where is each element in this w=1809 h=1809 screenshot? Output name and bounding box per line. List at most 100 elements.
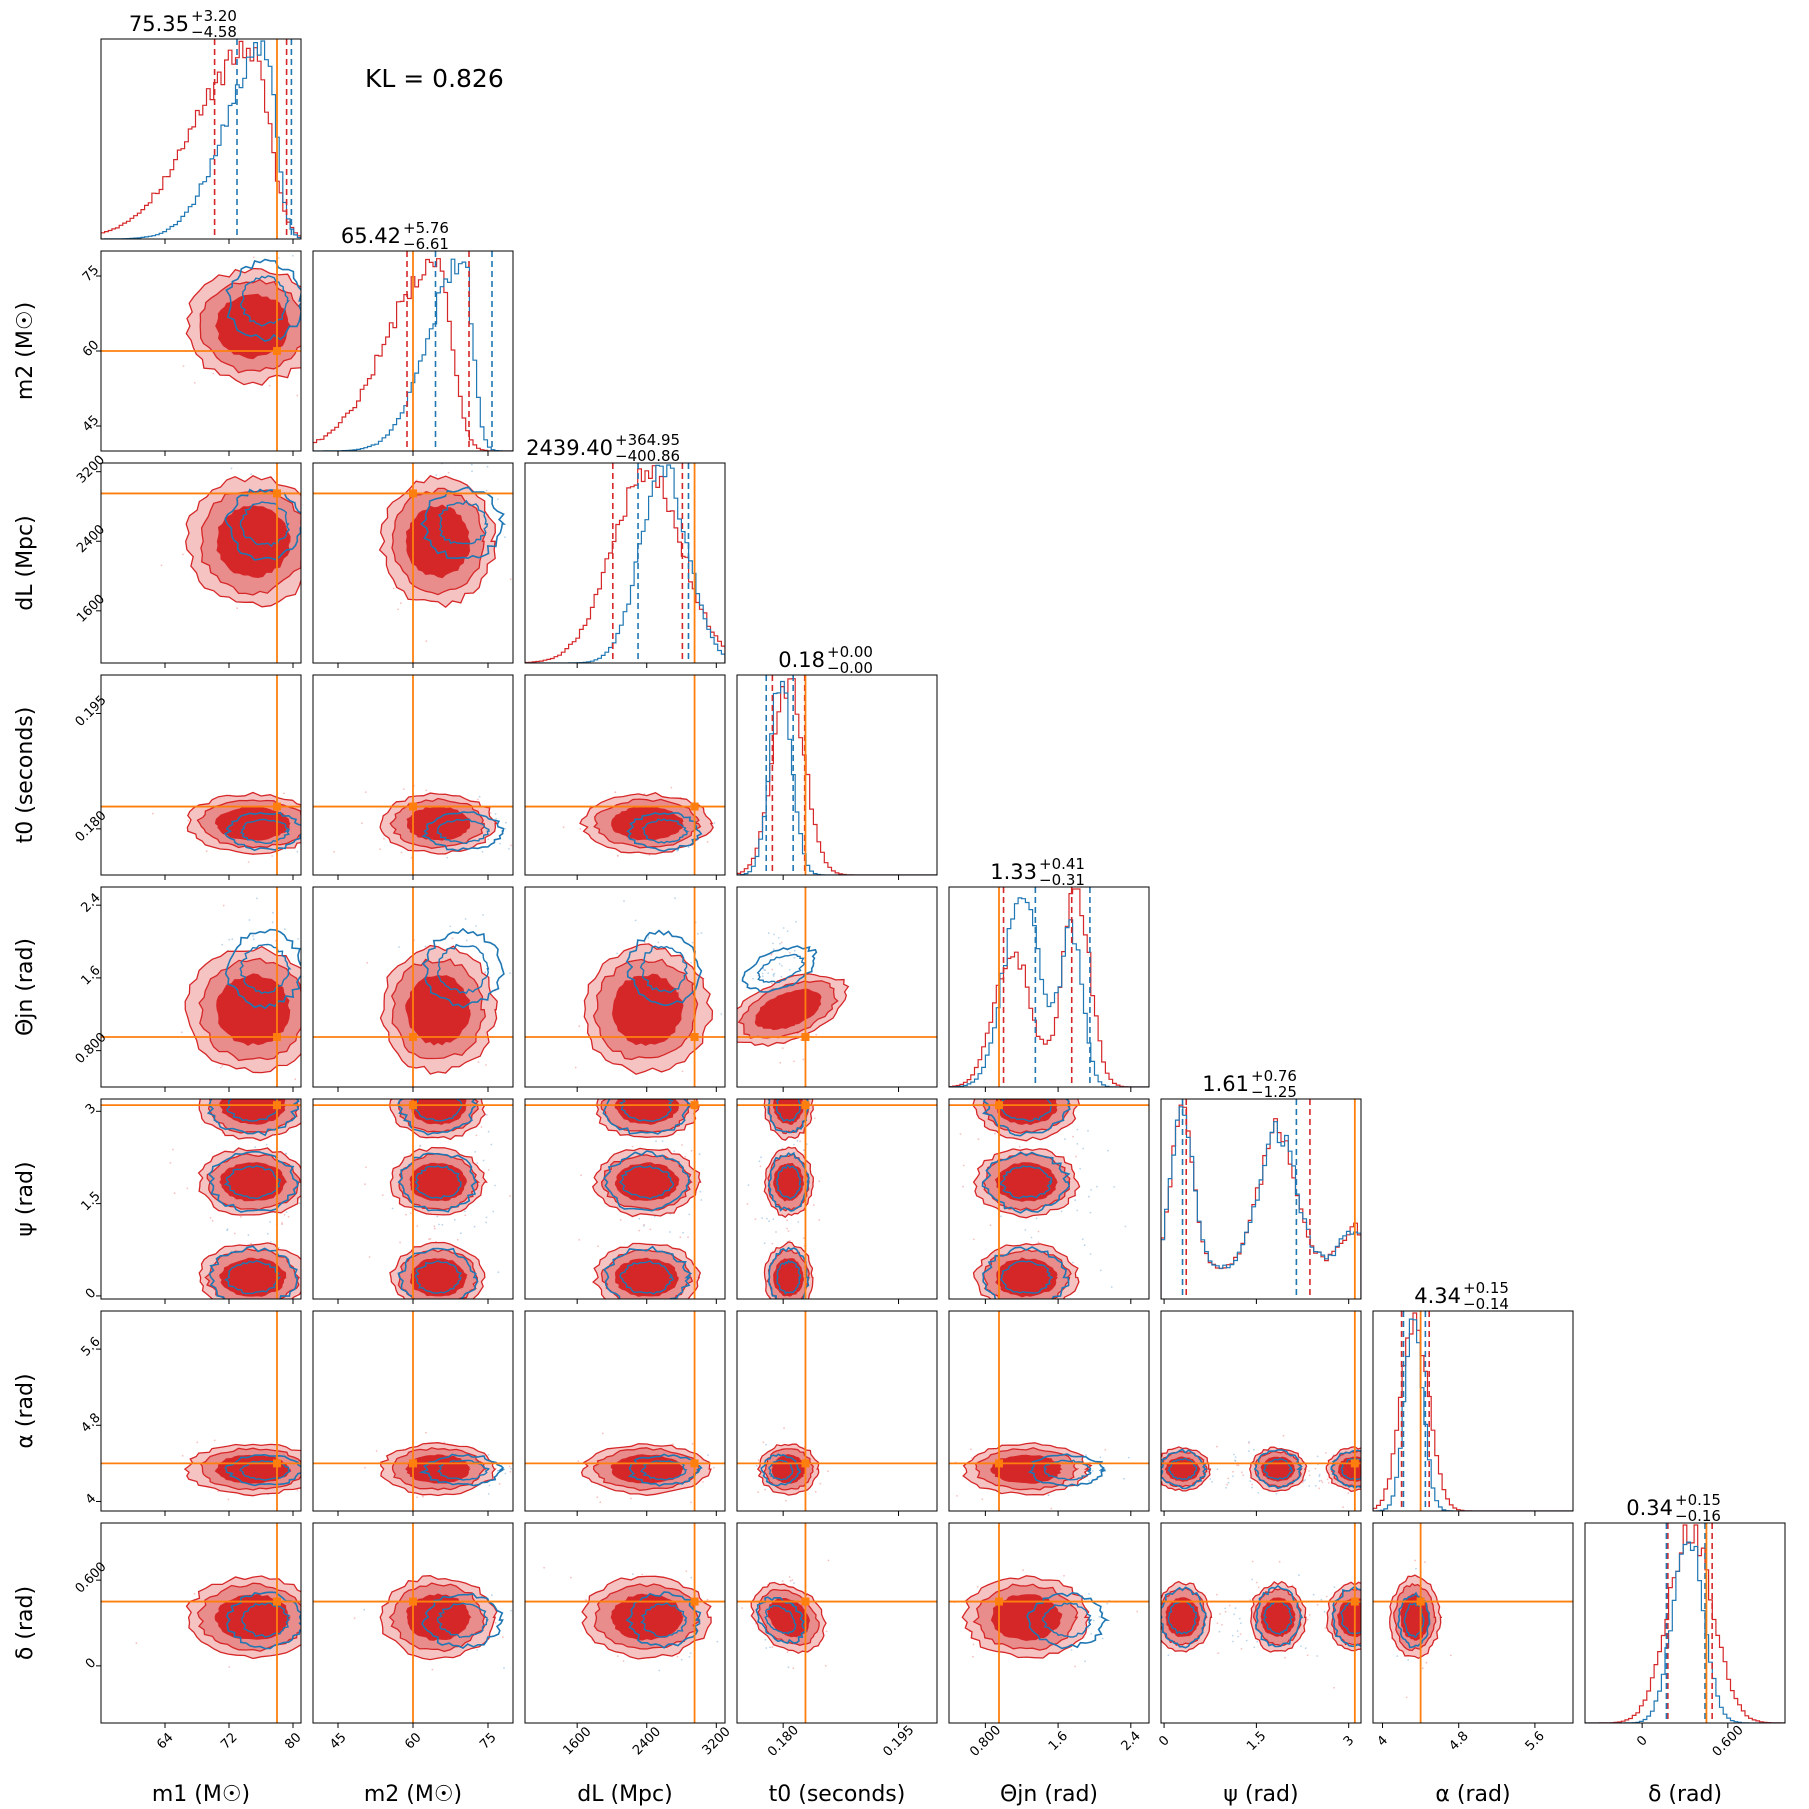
sample-point [509,1195,511,1197]
sample-point [309,792,311,794]
panel-frame [1160,1522,1362,1724]
scatter-panel-m2-psi [312,1082,514,1300]
sample-point [1035,1217,1038,1220]
sample-point [429,1238,432,1240]
sample-point [765,1647,768,1649]
panel-frame [1372,1522,1574,1724]
sample-point [529,958,531,960]
sample-point [483,1082,485,1084]
histogram-panel-m1: 75.35 +3.20−4.58 [100,7,302,240]
sample-point [1124,1225,1127,1228]
sample-point [409,1212,412,1214]
y-axis-label-delta: δ (rad) [13,1586,38,1660]
sample-point [306,816,308,818]
sample-point [476,1162,479,1164]
sample-point [570,1576,572,1579]
scatter-panel-m1-m2 [100,250,302,452]
title-plus: +3.20 [191,7,237,25]
x-tick-label: 1.6 [1046,1729,1071,1754]
sample-point [1090,1189,1092,1191]
sample-point [349,1182,351,1184]
sample-point [697,932,699,935]
sample-point [361,822,363,824]
sample-point [193,1593,196,1595]
y-tick-label: 0 [83,1656,99,1672]
sample-point [562,826,565,829]
sample-point [1070,1649,1073,1651]
sample-point [786,1651,789,1654]
contour-blue-inner [1167,1600,1198,1635]
sample-point [321,1483,323,1485]
sample-point [464,918,467,920]
sample-point [1217,1652,1220,1655]
x-tick-label: 45 [327,1730,349,1752]
panel-frame [524,462,726,664]
truth-marker [409,1101,417,1110]
sample-point [612,1301,614,1303]
histogram-red-m1 [101,40,301,239]
x-tick-label: 1600 [561,1724,595,1758]
contour-blue-outer [981,1099,1071,1137]
title-minus: −0.16 [1675,1507,1721,1525]
sample-point [720,1013,723,1015]
sample-point [773,1079,775,1081]
x-axis-label-m2: m2 (M☉) [364,1782,462,1807]
sample-point [1082,1147,1085,1150]
contour-red-inner [405,1454,471,1484]
truth-marker [273,489,281,498]
sample-point [381,1194,384,1196]
sample-point [638,1229,641,1232]
contour-blue-outer [418,1453,506,1487]
sample-point [433,1225,436,1228]
sample-point [250,473,253,475]
sample-point [779,942,781,945]
sample-point [614,791,617,794]
title-plus: +0.15 [1675,1491,1721,1509]
sample-point [1333,1686,1335,1689]
sample-point [487,1130,490,1133]
sample-point [482,1159,485,1162]
panel-frame [524,674,726,876]
x-axis-label-dL: dL (Mpc) [577,1782,672,1807]
sample-point [802,1058,805,1061]
sample-point [226,1229,228,1232]
sample-point [465,939,468,942]
sample-point [763,1242,766,1245]
sample-point [793,956,796,959]
sample-point [1221,1624,1223,1626]
title-psi: 1.61 +0.76−1.25 [1202,1067,1297,1101]
title-plus: +0.76 [1251,1067,1297,1085]
y-tick-label: 0.180 [73,808,110,845]
sample-point [1088,1480,1090,1482]
sample-point [422,1495,424,1498]
sample-point [228,1666,231,1668]
sample-point [269,1241,272,1243]
sample-point [1323,1610,1326,1613]
sample-point [827,1559,830,1562]
contour-blue-inner [438,499,489,545]
histogram-panel-dL: 2439.40 +364.95−400.86 [524,431,726,664]
sample-point [319,868,321,870]
sample-point [520,827,522,829]
sample-point [1060,1210,1063,1213]
y-tick-label: 2400 [74,522,108,556]
x-tick-label: 0 [1634,1733,1650,1749]
sample-point [1421,1667,1424,1670]
sample-point [1234,1460,1237,1462]
sample-point [657,1325,659,1327]
sample-point [504,536,506,539]
sample-point [269,1221,271,1223]
sample-point [475,925,477,927]
sample-point [433,1227,436,1230]
sample-point [307,1477,309,1479]
sample-point [989,1224,992,1227]
y-tick-label: 4.8 [79,1411,104,1436]
sample-point [515,1585,517,1587]
sample-point [1300,1645,1302,1648]
sample-point [1239,1633,1242,1635]
sample-point [317,1243,319,1245]
contour-blue-inner [239,275,290,327]
sample-point [487,1493,490,1495]
sample-point [1424,1561,1426,1563]
truth-marker [273,1459,281,1468]
